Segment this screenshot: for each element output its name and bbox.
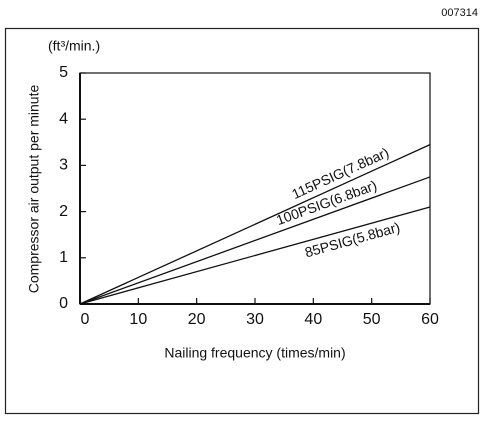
series-line	[79, 144, 431, 305]
x-tick-label: 60	[421, 311, 439, 328]
x-tick-label: 10	[129, 311, 147, 328]
series-line	[79, 176, 431, 305]
x-tick-label: 50	[363, 311, 381, 328]
y-unit: (ft³/min.)	[48, 38, 100, 54]
x-axis-label: Nailing frequency (times/min)	[164, 345, 345, 361]
line-label: 85PSIG(5.8bar)	[303, 219, 402, 261]
figure-id: 007314	[441, 7, 478, 19]
y-tick-label: 1	[59, 249, 68, 266]
x-tick-label: 40	[304, 311, 322, 328]
series-line	[79, 206, 431, 305]
y-tick-label: 5	[59, 64, 68, 81]
y-tick-label: 2	[59, 203, 68, 220]
x-tick-label: 30	[246, 311, 264, 328]
frame	[4, 27, 480, 415]
y-tick-label: 3	[59, 157, 68, 174]
y-axis-label: Compressor air output per minute	[26, 85, 42, 294]
y-tick-label: 0	[59, 295, 68, 312]
x-tick-label: 20	[188, 311, 206, 328]
x-tick-label: 0	[81, 311, 90, 328]
y-tick-label: 4	[59, 110, 68, 127]
